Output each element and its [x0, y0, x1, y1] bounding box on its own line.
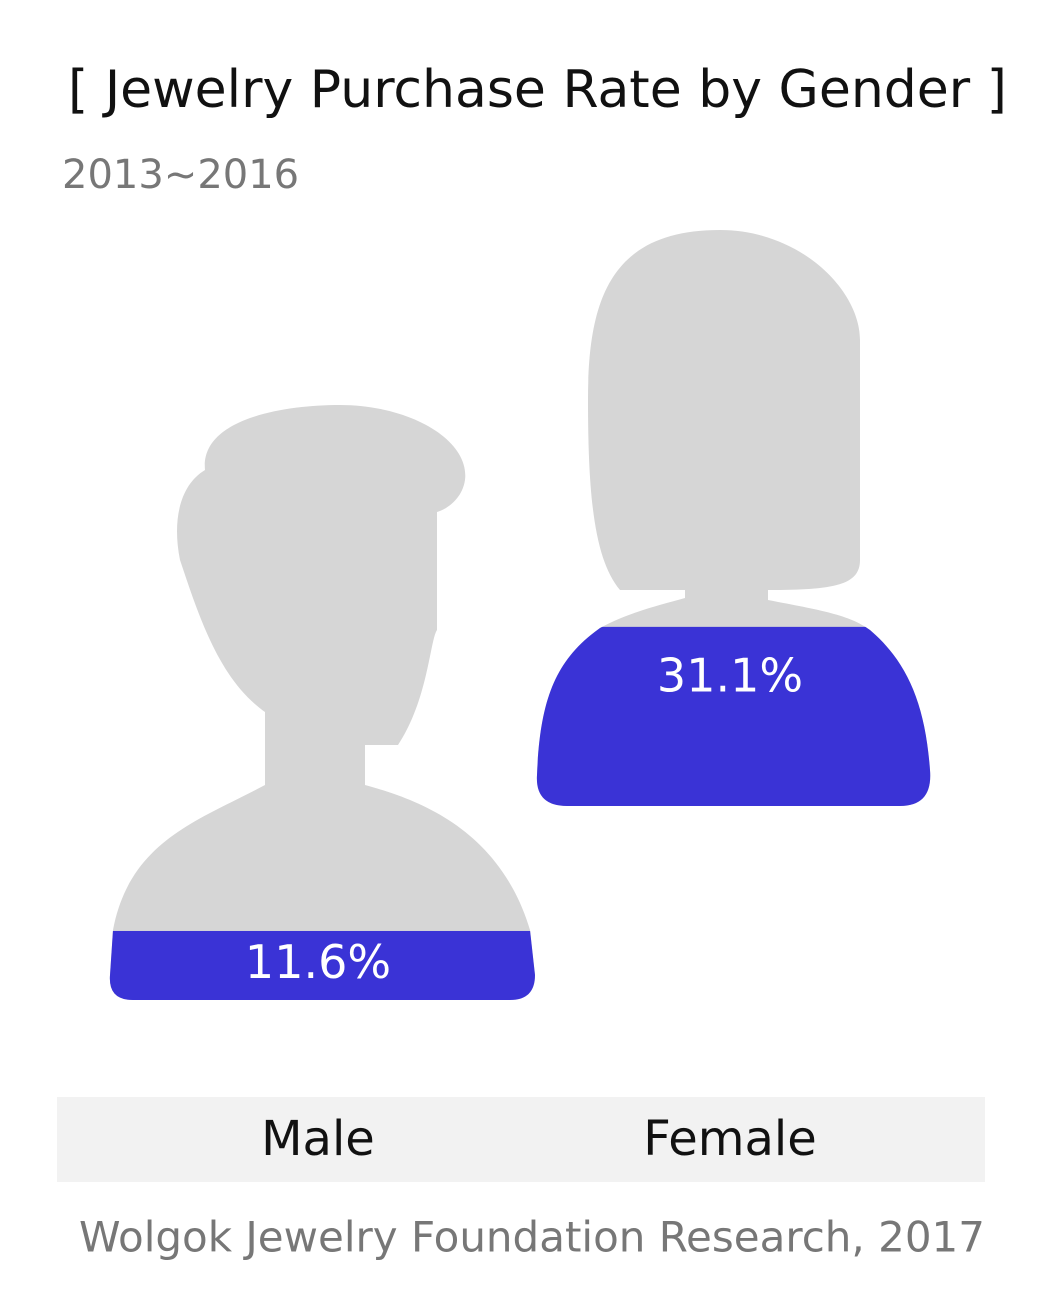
- figure-fill: [536, 626, 931, 806]
- value-label: 31.1%: [657, 648, 803, 702]
- figure-fill: [109, 930, 535, 1000]
- chart-subtitle: 2013~2016: [62, 152, 299, 198]
- figure-silhouette: [109, 405, 535, 1000]
- category-label: Female: [643, 1111, 817, 1167]
- chart-title: [ Jewelry Purchase Rate by Gender ]: [68, 60, 1007, 120]
- value-label: 11.6%: [245, 935, 391, 989]
- category-label: Male: [261, 1111, 375, 1167]
- source-note: Wolgok Jewelry Foundation Research, 2017: [79, 1213, 985, 1262]
- legend-band: [57, 1097, 985, 1182]
